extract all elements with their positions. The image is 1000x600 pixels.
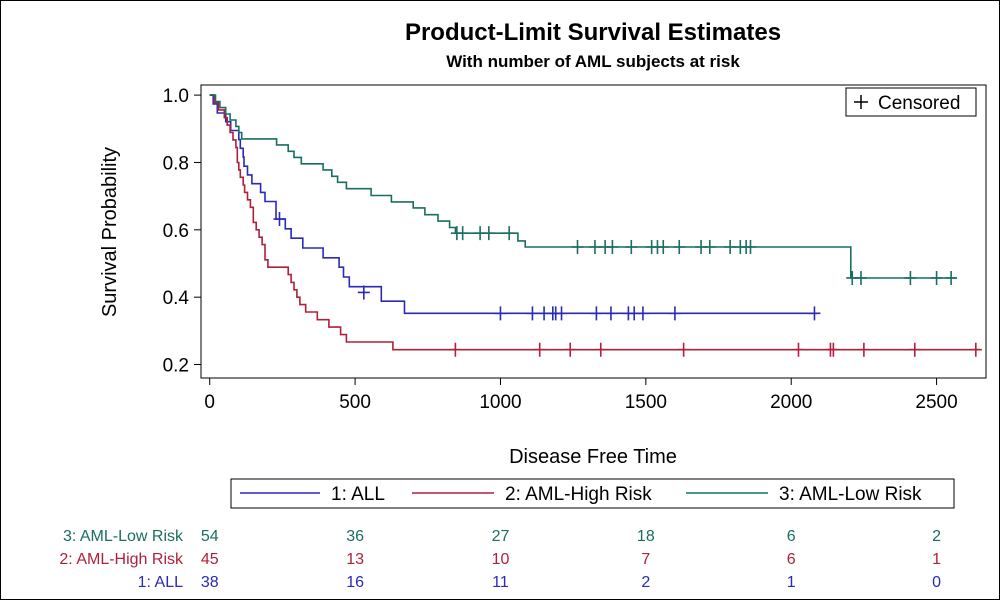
censor-mark [571,239,584,254]
censor-mark [526,306,539,321]
at-risk-count: 1 [787,574,796,591]
series-layer [209,94,982,357]
at-risk-count: 10 [492,551,510,568]
censor-mark [555,306,568,321]
censor-mark [456,226,469,241]
series-line-3 [209,94,957,279]
censor-mark [857,342,870,357]
at-risk-count: 38 [201,574,219,591]
censor-mark [588,239,601,254]
censor-mark [604,306,617,321]
at-risk-row-label: 1: ALL [138,574,183,591]
censored-legend: Censored [845,87,977,117]
y-axis: 0.2 0.4 0.6 0.8 1.0 [163,86,201,377]
at-risk-row-label: 2: AML-High Risk [59,551,184,568]
censor-mark [744,239,757,254]
censor-mark [533,342,546,357]
at-risk-count: 2 [641,574,650,591]
x-tick-label: 1000 [479,392,521,413]
y-tick-label: 0.8 [163,153,189,174]
series-line-2 [209,94,981,351]
censor-mark [625,239,638,254]
censor-mark [657,239,670,254]
at-risk-count: 6 [787,551,796,568]
censor-mark [273,212,286,227]
x-tick-label: 0 [204,392,215,413]
at-risk-count: 18 [637,528,655,545]
censor-mark [564,342,577,357]
censor-mark [482,226,495,241]
plot-area [200,84,987,379]
censor-mark [969,342,982,357]
at-risk-count: 0 [932,574,941,591]
censor-mark [930,270,943,285]
y-tick-label: 0.2 [163,356,189,377]
censor-mark [904,270,917,285]
y-tick-label: 0.4 [163,288,190,309]
x-tick-label: 2000 [770,392,812,413]
censor-mark [606,239,619,254]
x-tick-label: 2500 [915,392,957,413]
at-risk-count: 45 [201,551,219,568]
censor-mark [808,306,821,321]
censor-mark [945,270,958,285]
x-axis: 0 500 1000 1500 2000 2500 [204,378,958,413]
censor-mark [449,342,462,357]
at-risk-count: 1 [932,551,941,568]
series-line-1 [209,94,818,315]
censor-mark [668,306,681,321]
legend-label-1: 1: ALL [331,484,385,505]
censor-mark [636,306,649,321]
series-legend: 1: ALL 2: AML-High Risk 3: AML-Low Risk [230,478,955,509]
censor-mark [677,342,690,357]
legend-label-3: 3: AML-Low Risk [779,484,922,505]
y-axis-label: Survival Probability [99,147,121,317]
at-risk-count: 27 [492,528,510,545]
y-tick-label: 0.6 [163,221,189,242]
at-risk-count: 7 [641,551,650,568]
at-risk-count: 54 [201,528,219,545]
x-tick-label: 1500 [625,392,667,413]
x-tick-label: 500 [339,392,371,413]
censor-mark [357,285,370,300]
y-tick-label: 1.0 [163,86,189,107]
at-risk-count: 13 [346,551,364,568]
legend-label-2: 2: AML-High Risk [505,484,652,505]
censor-mark [792,342,805,357]
at-risk-table: 3: AML-Low Risk 54 36 27 18 6 22: AML-High Ris… [59,528,941,591]
censor-mark [494,306,507,321]
series-legend-box [230,478,955,509]
chart-title: Product-Limit Survival Estimates [405,19,781,46]
censor-mark [590,306,603,321]
at-risk-count: 16 [346,574,364,591]
censor-mark [703,239,716,254]
censor-mark [908,342,921,357]
at-risk-row-label: 3: AML-Low Risk [63,528,184,545]
censored-marker-icon [854,95,868,109]
censor-mark [854,270,867,285]
chart-subtitle: With number of AML subjects at risk [446,52,740,71]
censor-mark [503,226,516,241]
at-risk-count: 2 [932,528,941,545]
censor-mark [724,239,737,254]
at-risk-count: 6 [787,528,796,545]
x-axis-label: Disease Free Time [509,446,677,468]
censor-mark [673,239,686,254]
censored-legend-label: Censored [878,93,960,114]
censor-mark [594,342,607,357]
at-risk-count: 36 [346,528,364,545]
censor-mark [827,342,840,357]
at-risk-count: 11 [492,574,509,591]
